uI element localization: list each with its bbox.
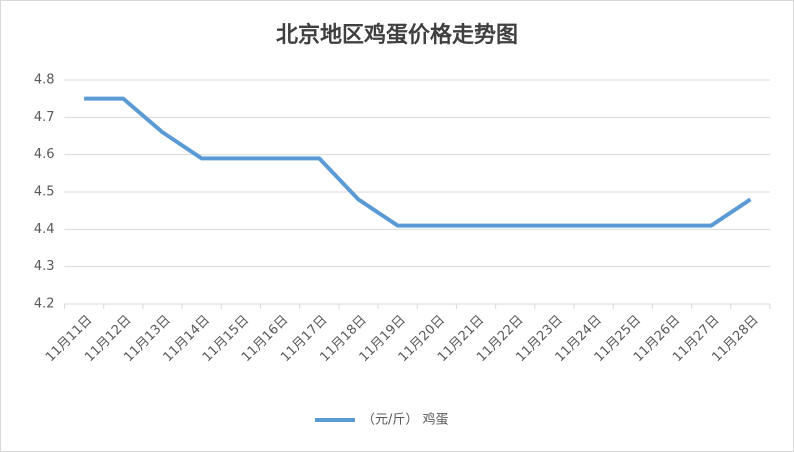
y-tick-label: 4.6: [34, 147, 55, 162]
y-tick-label: 4.5: [34, 185, 55, 200]
y-tick-label: 4.4: [34, 222, 55, 237]
y-tick-label: 4.3: [34, 259, 55, 274]
y-tick-label: 4.2: [34, 297, 55, 312]
chart-title: 北京地区鸡蛋价格走势图: [276, 22, 518, 48]
y-tick-label: 4.8: [34, 73, 55, 88]
series-line: [84, 96, 752, 228]
legend-label: （元/斤） 鸡蛋: [362, 412, 449, 428]
y-tick-label: 4.7: [34, 110, 55, 125]
